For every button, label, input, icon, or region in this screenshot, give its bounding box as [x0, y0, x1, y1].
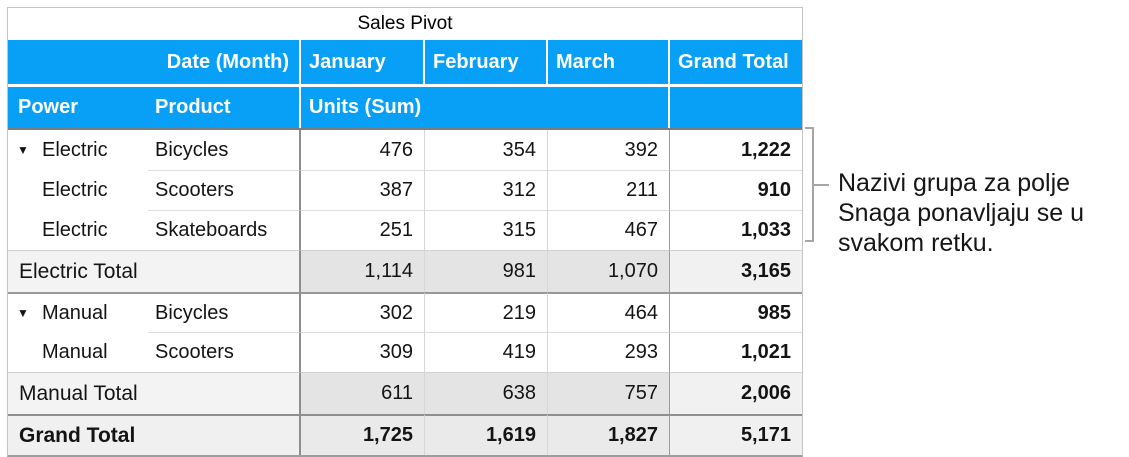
cell-february[interactable]: 315	[425, 210, 548, 250]
header-march[interactable]: March	[548, 40, 670, 84]
table-title-row: Sales Pivot	[8, 8, 802, 40]
cell-grand-total[interactable]: 1,222	[740, 138, 791, 161]
disclosure-triangle-icon[interactable]: ▼	[17, 143, 29, 157]
cell-january[interactable]: 1,114	[301, 250, 425, 292]
cell-january[interactable]: 1,725	[301, 414, 425, 455]
cell-subtotal-label[interactable]: Electric Total	[8, 250, 301, 292]
cell-january[interactable]: 309	[301, 332, 425, 372]
cell-grand-total[interactable]: 2,006	[670, 372, 802, 414]
cell-product[interactable]: Bicycles	[148, 292, 301, 332]
table-title: Sales Pivot	[357, 13, 453, 34]
annotation-line: svakom retku.	[838, 229, 994, 257]
header-units-sum[interactable]: Units (Sum)	[301, 87, 670, 128]
cell-power[interactable]: ▼ Electric	[8, 130, 148, 170]
power-label: Electric	[42, 218, 108, 241]
cell-march[interactable]: 211	[548, 170, 670, 210]
cell-grand-total[interactable]: 5,171	[670, 414, 802, 455]
cell-product[interactable]: Bicycles	[148, 130, 301, 170]
pivot-table: Sales Pivot Date (Month) January Februar…	[7, 7, 803, 457]
cell-product[interactable]: Skateboards	[148, 210, 301, 250]
cell-march[interactable]: 757	[548, 372, 670, 414]
table-row-grand-total: Grand Total 1,725 1,619 1,827 5,171	[8, 414, 802, 455]
power-label: Manual	[42, 301, 108, 324]
cell-january[interactable]: 251	[301, 210, 425, 250]
header-date-month[interactable]: Date (Month)	[8, 40, 301, 84]
table-row-electric-skateboards: Electric Skateboards 251 315 467 1,033	[8, 210, 802, 250]
cell-january[interactable]: 387	[301, 170, 425, 210]
cell-power[interactable]: Electric	[8, 170, 148, 210]
cell-subtotal-label[interactable]: Manual Total	[8, 372, 301, 414]
cell-february[interactable]: 638	[425, 372, 548, 414]
power-label: Manual	[42, 340, 108, 363]
cell-march[interactable]: 1,827	[548, 414, 670, 455]
cell-power[interactable]: Electric	[8, 210, 148, 250]
cell-power[interactable]: ▼ Manual	[8, 292, 148, 332]
header-february[interactable]: February	[425, 40, 548, 84]
table-row-manual-bicycles: ▼ Manual Bicycles 302 219 464 985	[8, 292, 802, 332]
cell-grand-total[interactable]: 1,021	[670, 332, 802, 372]
callout-annotation: Nazivi grupa za polje Snaga ponavljaju s…	[838, 168, 1123, 258]
cell-february[interactable]: 312	[425, 170, 548, 210]
table-row-electric-bicycles: ▼ Electric Bicycles 476 354 392 1,222	[8, 130, 802, 170]
callout-bracket-tick	[814, 184, 829, 186]
cell-product[interactable]: Scooters	[148, 170, 301, 210]
power-label: Electric	[42, 138, 108, 161]
cell-grand-total[interactable]: 1,033	[670, 210, 802, 250]
cell-february[interactable]: 219	[425, 292, 548, 332]
power-label: Electric	[42, 178, 108, 201]
header-row-fields: Power Product Units (Sum)	[8, 87, 802, 130]
cell-march[interactable]: 1,070	[548, 250, 670, 292]
annotation-line: Snaga ponavljaju se u	[838, 199, 1085, 227]
cell-grand-total-label[interactable]: Grand Total	[8, 414, 301, 455]
header-power[interactable]: Power	[18, 96, 79, 118]
cell-february[interactable]: 419	[425, 332, 548, 372]
cell-march[interactable]: 464	[548, 292, 670, 332]
cell-march[interactable]: 293	[548, 332, 670, 372]
cell-january[interactable]: 476	[301, 130, 425, 170]
table-row-manual-total: Manual Total 611 638 757 2,006	[8, 372, 802, 414]
callout-bracket	[805, 127, 814, 242]
header-grand-total[interactable]: Grand Total	[678, 50, 789, 73]
cell-product[interactable]: Scooters	[148, 332, 301, 372]
cell-february[interactable]: 981	[425, 250, 548, 292]
cell-february[interactable]: 1,619	[425, 414, 548, 455]
cell-grand-total[interactable]: 985	[670, 292, 802, 332]
cell-power[interactable]: Manual	[8, 332, 148, 372]
cell-march[interactable]: 467	[548, 210, 670, 250]
cell-grand-total[interactable]: 910	[670, 170, 802, 210]
table-row-manual-scooters: Manual Scooters 309 419 293 1,021	[8, 332, 802, 372]
header-row-months: Date (Month) January February March Gran…	[8, 40, 802, 87]
header-january[interactable]: January	[301, 40, 425, 84]
cell-march[interactable]: 392	[548, 130, 670, 170]
annotation-line: Nazivi grupa za polje	[838, 169, 1071, 197]
disclosure-triangle-icon[interactable]: ▼	[17, 306, 29, 320]
header-product[interactable]: Product	[148, 87, 301, 128]
cell-february[interactable]: 354	[425, 130, 548, 170]
cell-january[interactable]: 302	[301, 292, 425, 332]
table-row-electric-scooters: Electric Scooters 387 312 211 910	[8, 170, 802, 210]
table-row-electric-total: Electric Total 1,114 981 1,070 3,165	[8, 250, 802, 292]
cell-january[interactable]: 611	[301, 372, 425, 414]
header-empty-cell[interactable]	[670, 87, 802, 128]
cell-grand-total[interactable]: 3,165	[670, 250, 802, 292]
